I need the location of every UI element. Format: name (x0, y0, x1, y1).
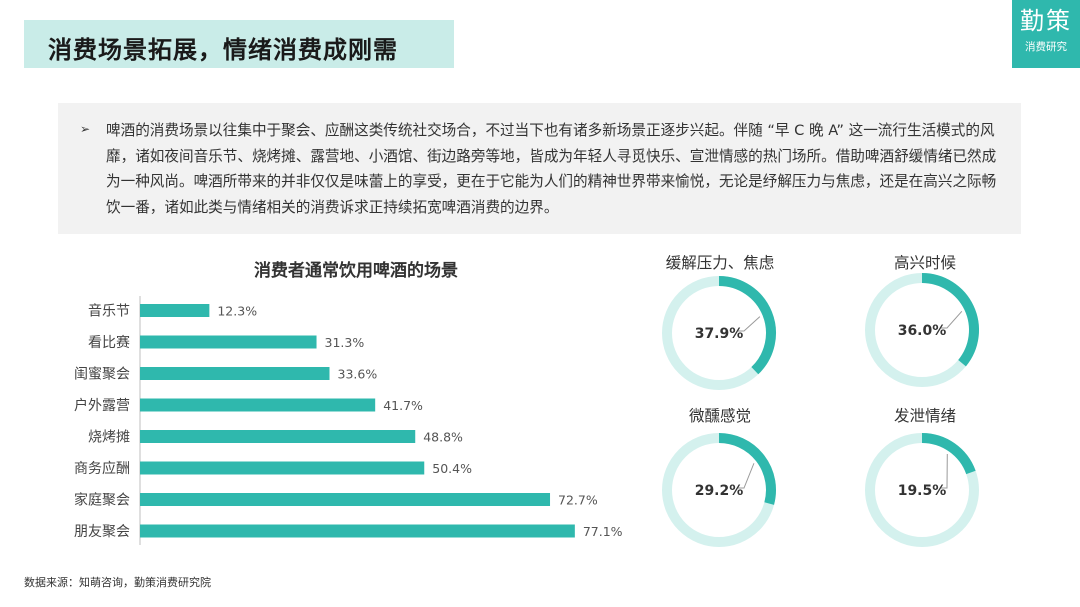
bar-category-label: 闺蜜聚会 (74, 367, 130, 383)
bar-category-label: 家庭聚会 (74, 492, 130, 509)
donut-title-tipsy: 微醺感觉 (688, 407, 751, 425)
bullet-arrow-icon: ➢ (80, 122, 91, 136)
logo-sub-text: 消费研究 (1025, 41, 1067, 53)
donut-title-happy: 高兴时候 (893, 254, 956, 272)
bar-category-label: 音乐节 (88, 303, 130, 320)
bar (140, 304, 210, 317)
bar-value-label: 77.1% (583, 524, 623, 539)
donut-value-label: 29.2% (695, 483, 744, 499)
bar-value-label: 72.7% (558, 493, 598, 508)
bar (140, 335, 317, 349)
page-title: 消费场景拓展，情绪消费成刚需 (48, 36, 398, 64)
bar (140, 430, 416, 443)
bar-category-label: 朋友聚会 (74, 524, 130, 540)
bar-value-label: 50.4% (432, 461, 472, 476)
bar (140, 524, 575, 538)
donut-title-vent: 发泄情绪 (893, 407, 956, 425)
donut-leader-line (941, 310, 963, 329)
bar-value-label: 33.6% (338, 367, 378, 382)
intro-paragraph: 啤酒的消费场景以往集中于聚会、应酬这类传统社交场合，不过当下也有诸多新场景正逐步… (106, 122, 997, 216)
bar (140, 461, 425, 475)
logo-main-text: 勤策 (1020, 7, 1072, 35)
donut-value-arc (921, 433, 976, 475)
donut-value-arc (921, 273, 979, 367)
title-band (24, 20, 454, 68)
bar-category-label: 烧烤摊 (88, 430, 130, 446)
donut-title-stress: 缓解压力、焦虑 (665, 254, 775, 272)
donut-value-label: 19.5% (898, 483, 947, 499)
bar-category-label: 户外露营 (74, 397, 130, 414)
data-source-note: 数据来源：知萌咨询，勤策消费研究院 (24, 576, 211, 589)
bar (140, 493, 551, 506)
bar-category-label: 看比赛 (88, 335, 130, 351)
bar-chart-title: 消费者通常饮用啤酒的场景 (254, 261, 458, 281)
donut-leader-line (738, 316, 761, 332)
donut-value-label: 37.9% (695, 326, 744, 342)
bar-value-label: 48.8% (423, 430, 463, 445)
donut-leader-line (738, 463, 755, 489)
bar (140, 398, 376, 412)
brand-logo: 勤策 消费研究 (1012, 0, 1080, 68)
donut-value-arc (718, 276, 776, 375)
donut-value-label: 36.0% (898, 323, 947, 339)
bar (140, 367, 330, 380)
bar-category-label: 商务应酬 (74, 460, 130, 477)
bar-value-label: 12.3% (217, 304, 257, 319)
bar-value-label: 41.7% (383, 398, 423, 413)
intro-box (58, 103, 1021, 234)
donut-value-arc (718, 433, 776, 505)
bar-value-label: 31.3% (325, 335, 365, 350)
donut-leader-line (941, 453, 948, 489)
